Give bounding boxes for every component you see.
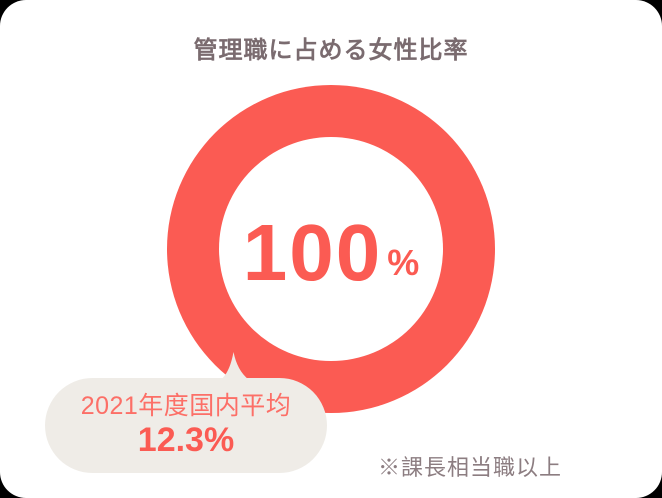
- average-value: 12.3%: [137, 420, 235, 459]
- average-label: 2021年度国内平均: [80, 391, 292, 420]
- speech-bubble-tail: [220, 352, 249, 380]
- donut-hole: [219, 137, 443, 361]
- footnote: ※課長相当職以上: [378, 455, 563, 480]
- average-speech-bubble: 2021年度国内平均 12.3%: [45, 378, 327, 473]
- chart-title: 管理職に占める女性比率: [193, 37, 469, 64]
